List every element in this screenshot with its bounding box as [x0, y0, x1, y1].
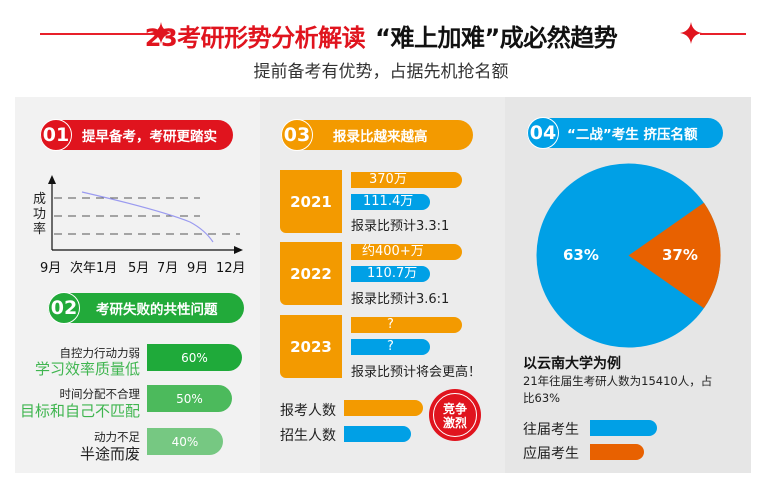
- section-number: 02: [48, 292, 80, 324]
- problem-headline: 半途而废: [79, 445, 140, 463]
- subtitle: 提前备考有优势，占据先机抢名额: [253, 62, 509, 82]
- applicants-bar: 约400+万: [351, 244, 462, 260]
- page-title: 23考研形势分析解读 “难上加难”成必然趋势: [0, 18, 762, 53]
- competition-badge: 竞争 激烈: [429, 389, 481, 441]
- sparkle-icon: [150, 22, 172, 44]
- legend-swatch-fresh: [590, 444, 644, 460]
- section-header-03: 03 报录比越来越高: [281, 119, 473, 151]
- title-row: 23考研形势分析解读 “难上加难”成必然趋势: [0, 14, 762, 52]
- y-axis-label: 成 功 率: [33, 192, 47, 237]
- pie-label-returning: 63%: [563, 246, 599, 264]
- success-rate-chart: [48, 175, 243, 254]
- problem-bar: 60%: [147, 344, 242, 371]
- ratio-text: 报录比预计3.6:1: [351, 292, 450, 307]
- x-tick: 12月: [216, 261, 246, 276]
- section-title: 提早备考，考研更踏实: [82, 129, 217, 145]
- legend-label: 往届考生: [523, 422, 579, 438]
- x-tick: 9月: [40, 261, 62, 276]
- pie-chart: [536, 163, 721, 348]
- section-number: 01: [40, 119, 72, 151]
- section-title: 考研失败的共性问题: [96, 302, 218, 318]
- section-title: “二战”考生 挤压名额: [567, 127, 698, 143]
- problem-label: 动力不足: [94, 430, 140, 444]
- title-line-right: [700, 33, 746, 35]
- problem-label: 时间分配不合理: [59, 387, 141, 401]
- problem-bar: 40%: [147, 428, 223, 455]
- legend-label: 报考人数: [280, 403, 336, 419]
- example-description: 21年往届生考研人数为15410人，占比63%: [523, 374, 713, 405]
- admitted-bar: 110.7万: [351, 266, 430, 282]
- title-red: 23考研形势分析解读: [144, 24, 366, 52]
- section-number: 03: [281, 119, 313, 151]
- problem-bar: 50%: [147, 385, 232, 412]
- legend-label: 应届考生: [523, 446, 579, 462]
- legend-label: 招生人数: [280, 428, 336, 444]
- problem-headline: 学习效率质量低: [34, 360, 140, 378]
- legend-swatch-returning: [590, 420, 657, 436]
- year-box: 2023: [280, 315, 342, 378]
- pie-label-fresh: 37%: [662, 246, 698, 264]
- legend-swatch-applicants: [344, 400, 423, 416]
- year-box: 2021: [280, 170, 342, 233]
- section-title: 报录比越来越高: [333, 129, 428, 145]
- applicants-bar: ?: [351, 317, 462, 333]
- year-box: 2022: [280, 242, 342, 305]
- title-line-left: [40, 33, 155, 35]
- applicants-bar: 370万: [351, 172, 462, 188]
- problem-label: 自控力行动力弱: [59, 346, 141, 360]
- section-header-01: 01 提早备考，考研更踏实: [40, 119, 233, 151]
- x-tick: 9月: [187, 261, 209, 276]
- example-title: 以云南大学为例: [523, 356, 621, 372]
- section-header-04: 04 “二战”考生 挤压名额: [527, 117, 723, 149]
- ratio-text: 报录比预计将会更高！: [351, 365, 482, 380]
- admitted-bar: 111.4万: [351, 194, 430, 210]
- x-tick: 次年1月: [70, 261, 118, 276]
- sparkle-icon: [680, 22, 702, 44]
- legend-swatch-admitted: [344, 426, 411, 442]
- title-black: “难上加难”成必然趋势: [375, 24, 618, 52]
- section-header-02: 02 考研失败的共性问题: [48, 292, 244, 324]
- section-number: 04: [527, 117, 559, 149]
- admitted-bar: ?: [351, 339, 430, 355]
- x-tick: 5月: [128, 261, 150, 276]
- ratio-text: 报录比预计3.3:1: [351, 219, 450, 234]
- problem-headline: 目标和自己不匹配: [19, 402, 140, 420]
- x-tick: 7月: [157, 261, 179, 276]
